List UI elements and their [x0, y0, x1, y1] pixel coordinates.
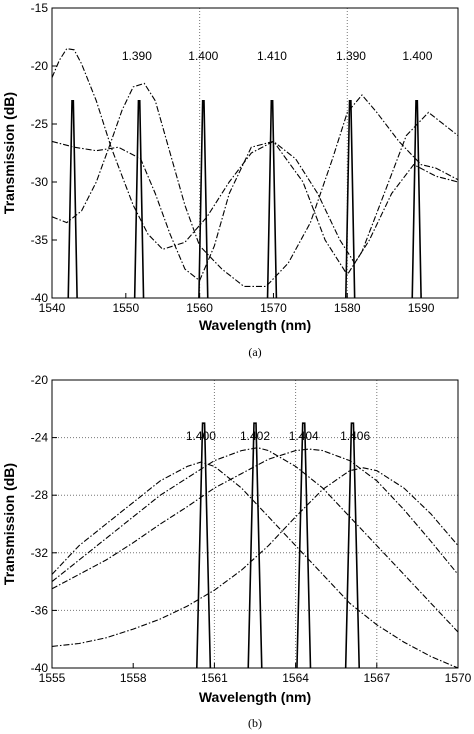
series-line-4 [52, 467, 458, 647]
peak-label: 1.390 [122, 49, 152, 63]
y-tick-label: -20 [31, 59, 49, 73]
peak-label: 1.406 [340, 429, 370, 443]
y-tick-label: -15 [31, 1, 49, 15]
peak-label: 1.402 [240, 429, 270, 443]
plot-area [52, 47, 458, 298]
x-tick-label: 1558 [120, 671, 147, 685]
x-tick-label: 1560 [186, 301, 213, 315]
peak-label: 1.404 [289, 429, 319, 443]
filter-peak [296, 422, 312, 668]
x-tick-label: 1564 [282, 671, 309, 685]
y-tick-label: -35 [31, 233, 49, 247]
filter-peak [67, 100, 78, 298]
x-tick-label: 1590 [408, 301, 435, 315]
x-tick-label: 1550 [112, 301, 139, 315]
panel-label: (b) [248, 716, 262, 730]
series-line-2 [52, 82, 458, 287]
series-line-2 [52, 447, 458, 633]
y-tick-label: -24 [31, 431, 49, 445]
peak-label: 1.410 [257, 49, 287, 63]
y-tick-label: -25 [31, 117, 49, 131]
y-tick-label: -40 [31, 291, 49, 305]
peak-label: 1.400 [402, 49, 432, 63]
y-axis-label: Transmission (dB) [1, 463, 17, 585]
series-line-1 [52, 47, 458, 265]
series-line-3 [52, 448, 458, 590]
plot-area [52, 422, 458, 668]
y-tick-label: -28 [31, 488, 49, 502]
filter-peak [411, 100, 422, 298]
filter-peak [196, 422, 212, 668]
series-line-3 [52, 111, 458, 282]
y-tick-label: -40 [31, 661, 49, 675]
filter-peak [133, 100, 145, 298]
chart-b: 1555 1558 1561 1564 1567 1570 -20 -24 -28 -32 -36 -… [1, 373, 472, 730]
x-tick-label: 1561 [201, 671, 228, 685]
x-tick-label: 1570 [445, 671, 472, 685]
x-tick-label: 1555 [39, 671, 66, 685]
panel-label: (a) [248, 345, 261, 359]
y-tick-label: -36 [31, 603, 49, 617]
chart-a: 1540 1550 1560 1570 1580 1590 -15 -20 -25 -30 -35 -… [1, 1, 459, 359]
y-tick-label: -30 [31, 175, 49, 189]
filter-peak [344, 422, 361, 668]
filter-peak [198, 100, 209, 298]
peak-label: 1.400 [186, 429, 216, 443]
filter-peak [247, 422, 263, 668]
x-tick-label: 1567 [363, 671, 390, 685]
x-tick-label: 1580 [334, 301, 361, 315]
filter-peak [344, 100, 356, 298]
y-axis-label: Transmission (dB) [1, 92, 17, 214]
x-axis-label: Wavelength (nm) [199, 317, 311, 333]
peak-label: 1.400 [188, 49, 218, 63]
x-axis-label: Wavelength (nm) [199, 689, 311, 705]
plot-frame [51, 7, 459, 299]
series-line-1 [52, 461, 458, 668]
y-tick-label: -32 [31, 546, 49, 560]
filter-peak [266, 100, 278, 298]
peak-label: 1.390 [336, 49, 366, 63]
x-tick-label: 1570 [260, 301, 287, 315]
y-tick-label: -20 [31, 373, 49, 387]
plot-frame [51, 379, 459, 669]
x-tick-label: 1540 [39, 301, 66, 315]
